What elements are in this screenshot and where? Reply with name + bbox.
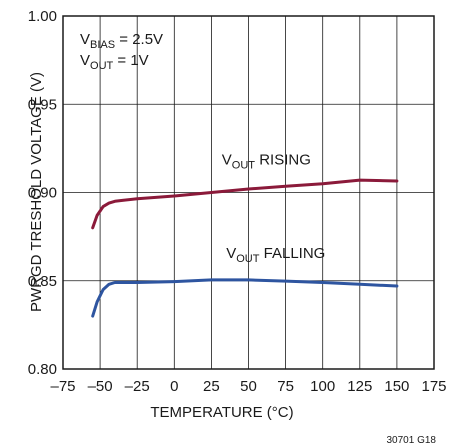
x-tick-label: 125 bbox=[347, 378, 372, 395]
y-tick-labels: 0.80 0.85 0.90 0.95 1.00 bbox=[28, 8, 57, 378]
condition-label: VBIAS = 2.5V bbox=[80, 31, 163, 51]
x-tick-label: 50 bbox=[240, 378, 257, 395]
x-tick-label: –25 bbox=[125, 378, 150, 395]
y-tick-label: 0.90 bbox=[28, 185, 57, 202]
series-line-vout-rising bbox=[91, 178, 399, 230]
x-tick-label: 150 bbox=[384, 378, 409, 395]
x-tick-label: –50 bbox=[88, 378, 113, 395]
x-tick-label: 25 bbox=[203, 378, 220, 395]
y-tick-label: 0.85 bbox=[28, 273, 57, 290]
grid bbox=[63, 16, 434, 369]
series-labels: VOUT RISING VOUT FALLING bbox=[222, 151, 326, 265]
x-tick-label: 0 bbox=[170, 378, 178, 395]
series-lines bbox=[91, 178, 399, 318]
series-label-vout-rising: VOUT RISING bbox=[222, 151, 311, 171]
series-line-vout-falling bbox=[91, 278, 399, 318]
figure-id: 30701 G18 bbox=[387, 435, 437, 446]
x-tick-label: –75 bbox=[50, 378, 75, 395]
series-label-vout-falling: VOUT FALLING bbox=[226, 245, 325, 265]
y-tick-label: 1.00 bbox=[28, 8, 57, 25]
y-tick-label: 0.95 bbox=[28, 96, 57, 113]
x-tick-label: 100 bbox=[310, 378, 335, 395]
condition-label: VOUT = 1V bbox=[80, 52, 149, 72]
plot-frame bbox=[62, 15, 435, 370]
x-tick-label: 75 bbox=[277, 378, 294, 395]
y-axis-label: PWRGD TRESHOLD VOLTAGE (V) bbox=[28, 72, 45, 312]
x-tick-label: 175 bbox=[421, 378, 446, 395]
y-tick-label: 0.80 bbox=[28, 361, 57, 378]
x-axis-label: TEMPERATURE (°C) bbox=[150, 404, 293, 421]
x-tick-labels: –75 –50 –25 0 25 50 75 100 125 150 175 bbox=[50, 378, 446, 395]
